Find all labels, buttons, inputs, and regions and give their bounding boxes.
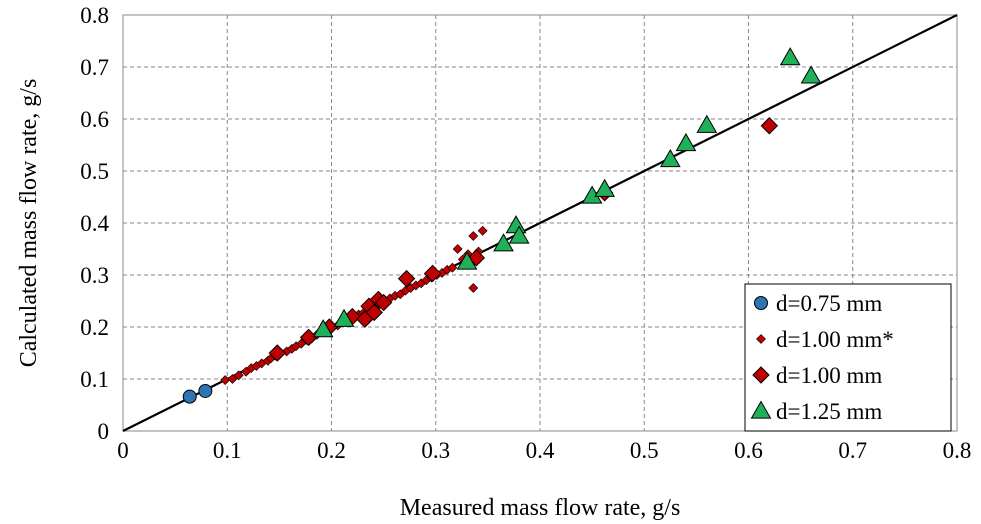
plot-area-border — [122, 14, 958, 432]
legend-label: d=1.25 mm — [776, 399, 882, 424]
data-point — [447, 262, 458, 273]
data-point — [220, 375, 231, 385]
data-point — [374, 293, 393, 312]
data-point — [227, 374, 238, 384]
x-tick-label: 0.2 — [317, 438, 346, 463]
x-tick-label: 0.1 — [213, 438, 242, 463]
data-point — [333, 308, 355, 327]
legend-item: d=0.75 mm — [754, 291, 882, 316]
data-point — [675, 132, 697, 152]
data-point — [779, 47, 801, 66]
legend: d=0.75 mm d=1.00 mm* d=1.00 mm d=1.25 mm — [744, 283, 952, 432]
data-point — [198, 383, 213, 398]
x-axis-tick-labels: 0 0.1 0.2 0.3 0.4 0.5 0.6 0.7 0.8 — [117, 438, 971, 463]
legend-label: d=1.00 mm* — [776, 327, 894, 352]
data-point — [505, 215, 527, 234]
y-tick-label: 0.5 — [80, 159, 109, 184]
legend-box — [744, 283, 952, 432]
data-point — [468, 231, 479, 241]
data-point — [659, 149, 681, 168]
series-0 — [182, 383, 213, 404]
x-tick-label: 0.6 — [734, 438, 763, 463]
y-tick-label: 0.7 — [80, 55, 109, 80]
y-tick-label: 0 — [98, 419, 110, 444]
legend-marker — [756, 334, 766, 344]
data-point — [312, 319, 334, 338]
data-point — [452, 244, 463, 254]
x-axis-title: Measured mass flow rate, g/s — [400, 495, 681, 521]
data-point — [760, 117, 779, 135]
data-point — [508, 225, 530, 244]
data-point — [268, 344, 286, 362]
series-3 — [312, 47, 822, 338]
data-point — [696, 114, 718, 133]
legend-item: d=1.00 mm* — [756, 327, 894, 352]
data-point — [477, 225, 488, 236]
y-axis-title: Calculated mass flow rate, g/s — [16, 79, 42, 368]
legend-marker — [752, 366, 770, 384]
data-point — [800, 65, 822, 84]
x-tick-label: 0.3 — [421, 438, 450, 463]
y-tick-label: 0.1 — [80, 367, 109, 392]
legend-marker — [750, 400, 772, 419]
data-points — [182, 47, 822, 404]
y-axis-tick-labels: 0 0.1 0.2 0.3 0.4 0.5 0.6 0.7 0.8 — [80, 3, 109, 444]
x-tick-label: 0.5 — [630, 438, 659, 463]
y-tick-label: 0.3 — [80, 263, 109, 288]
data-point — [299, 328, 318, 347]
legend-label: d=1.00 mm — [776, 363, 882, 388]
x-tick-label: 0.4 — [526, 438, 555, 463]
data-point — [468, 283, 479, 293]
data-point — [182, 389, 197, 404]
data-point — [423, 264, 442, 283]
legend-items: d=0.75 mm d=1.00 mm* d=1.00 mm d=1.25 mm — [750, 291, 894, 424]
legend-item: d=1.25 mm — [750, 399, 882, 424]
data-point — [456, 251, 478, 270]
data-point — [233, 370, 244, 381]
data-point — [397, 269, 416, 288]
legend-marker — [754, 296, 768, 310]
series-1 — [220, 225, 488, 385]
legend-label: d=0.75 mm — [776, 291, 882, 316]
x-tick-label: 0 — [117, 438, 129, 463]
data-point — [493, 233, 514, 252]
data-point — [594, 178, 615, 197]
y-tick-label: 0.8 — [80, 3, 109, 28]
x-tick-label: 0.8 — [943, 438, 972, 463]
y-tick-label: 0.4 — [80, 211, 109, 236]
legend-item: d=1.00 mm — [752, 363, 882, 388]
y-tick-label: 0.2 — [80, 315, 109, 340]
x-tick-label: 0.7 — [838, 438, 867, 463]
data-point — [365, 303, 383, 322]
y-tick-label: 0.6 — [80, 107, 109, 132]
